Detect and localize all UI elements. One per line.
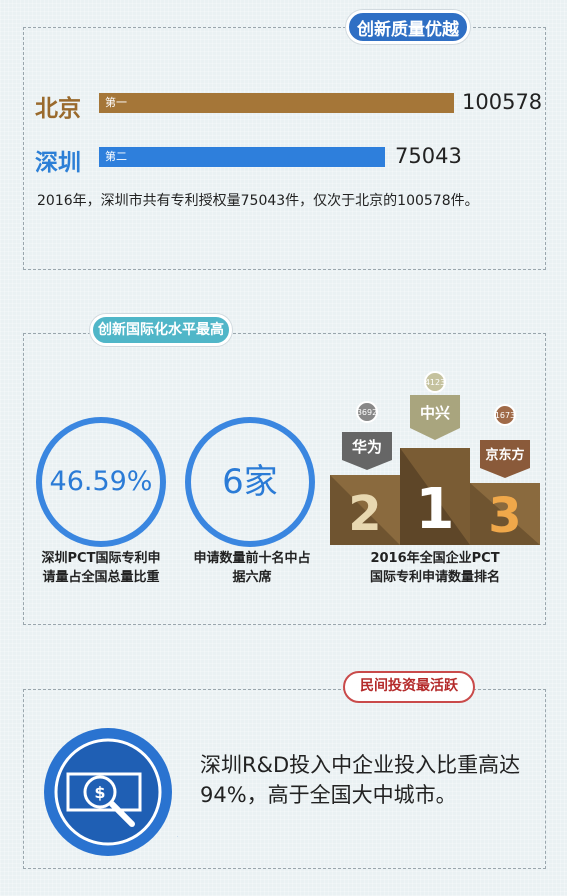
pct-share-value: 46.59% <box>49 466 153 497</box>
rd-description: 深圳R&D投入中企业投入比重高达 94%，高于全国大中城市。 <box>200 750 540 810</box>
top-ten-ring: 6家 <box>185 417 315 547</box>
top-ten-caption-line1: 申请数量前十名中占 <box>193 551 311 566</box>
pct-share-caption-line1: 深圳PCT国际专利申 <box>41 551 161 566</box>
patent-description: 2016年，深圳市共有专利授权量75043件，仅次于北京的100578件。 <box>37 193 479 209</box>
internationalization-title: 创新国际化水平最高 <box>90 314 232 346</box>
bar-shenzhen: 第二 <box>99 147 385 167</box>
huawei-count: 3692 <box>357 408 377 417</box>
pct-share-caption: 深圳PCT国际专利申 请量占全国总量比重 <box>30 549 172 587</box>
rd-description-line1: 深圳R&D投入中企业投入比重高达 <box>200 753 521 777</box>
city-label-shenzhen: 深圳 <box>35 150 81 176</box>
podium-caption-line1: 2016年全国企业PCT <box>370 551 500 566</box>
value-shenzhen: 75043 <box>395 144 462 168</box>
private-investment-title: 民间投资最活跃 <box>343 671 475 703</box>
pct-share-caption-line2: 请量占全国总量比重 <box>42 570 160 585</box>
huawei-label: 华为 <box>352 438 382 456</box>
value-beijing: 100578 <box>462 90 543 114</box>
boe-count: 1673 <box>495 411 515 420</box>
top-ten-caption-line2: 据六席 <box>232 570 272 585</box>
private-investment-panel <box>23 689 546 869</box>
podium-third-place: 3 <box>488 488 521 544</box>
svg-text:$: $ <box>94 783 105 802</box>
podium-second-place: 2 <box>348 486 381 542</box>
boe-flag <box>480 440 530 478</box>
podium-caption-line2: 国际专利申请数量排名 <box>369 570 500 585</box>
money-magnifier-icon: $ <box>44 728 178 856</box>
zte-label: 中兴 <box>420 404 450 422</box>
boe-label: 京东方 <box>485 447 524 463</box>
top-ten-value: 6家 <box>222 462 278 502</box>
rank-label-beijing: 第一 <box>105 96 127 109</box>
zte-flag <box>410 395 460 440</box>
rank-label-shenzhen: 第二 <box>105 150 127 163</box>
innovation-quality-panel <box>23 27 546 270</box>
podium-caption: 2016年全国企业PCT 国际专利申请数量排名 <box>330 549 540 587</box>
huawei-flag <box>342 432 392 470</box>
podium-ranking: 2 1 3 3692 华为 4123 中兴 1673 京东方 <box>330 371 540 545</box>
innovation-quality-title: 创新质量优越 <box>346 10 470 44</box>
top-ten-caption: 申请数量前十名中占 据六席 <box>182 549 322 587</box>
city-label-beijing: 北京 <box>35 96 81 122</box>
bar-beijing: 第一 <box>99 93 454 113</box>
pct-share-ring: 46.59% <box>36 417 166 547</box>
rd-description-line2: 94%，高于全国大中城市。 <box>200 783 457 807</box>
zte-count: 4123 <box>425 378 445 387</box>
podium-first-place: 1 <box>416 477 455 542</box>
internationalization-panel <box>23 333 546 625</box>
